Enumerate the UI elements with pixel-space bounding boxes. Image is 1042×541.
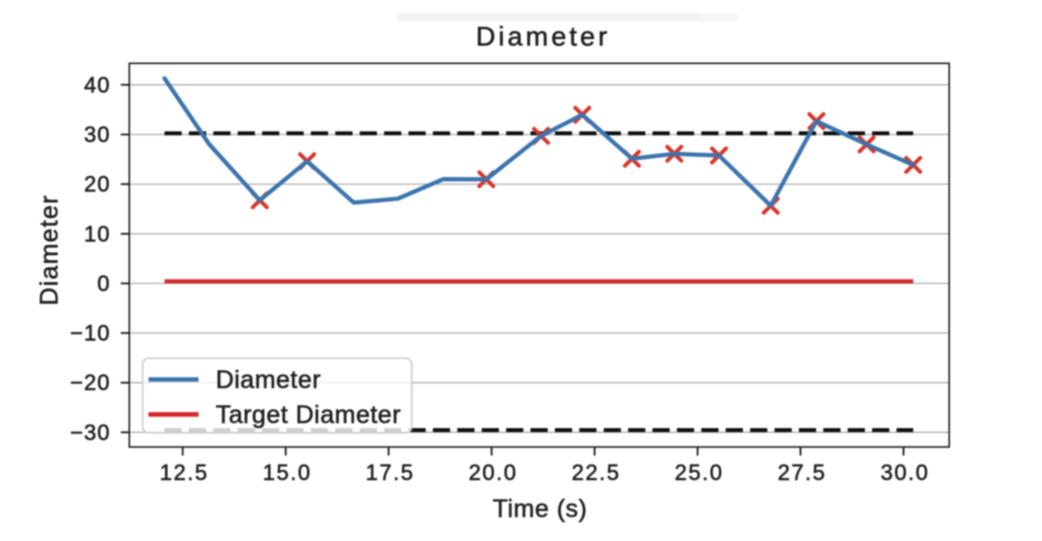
- svg-text:20: 20: [84, 172, 110, 197]
- svg-text:−10: −10: [70, 321, 110, 346]
- svg-text:15.0: 15.0: [263, 460, 312, 485]
- svg-text:40: 40: [84, 72, 110, 97]
- svg-text:Diameter: Diameter: [216, 366, 321, 394]
- svg-text:Diameter: Diameter: [36, 194, 64, 305]
- svg-text:Time (s): Time (s): [493, 495, 588, 523]
- svg-text:10: 10: [84, 221, 110, 246]
- svg-text:−30: −30: [70, 420, 110, 445]
- svg-text:Diameter: Diameter: [476, 22, 610, 52]
- svg-text:22.5: 22.5: [572, 460, 621, 485]
- svg-text:30.0: 30.0: [881, 460, 930, 485]
- svg-text:0: 0: [97, 271, 110, 296]
- svg-text:25.0: 25.0: [675, 460, 724, 485]
- svg-text:Target Diameter: Target Diameter: [216, 401, 401, 429]
- svg-text:30: 30: [84, 122, 110, 147]
- svg-text:12.5: 12.5: [160, 460, 209, 485]
- svg-text:17.5: 17.5: [366, 460, 415, 485]
- svg-text:−20: −20: [70, 370, 110, 395]
- svg-text:20.0: 20.0: [469, 460, 518, 485]
- svg-text:27.5: 27.5: [778, 460, 827, 485]
